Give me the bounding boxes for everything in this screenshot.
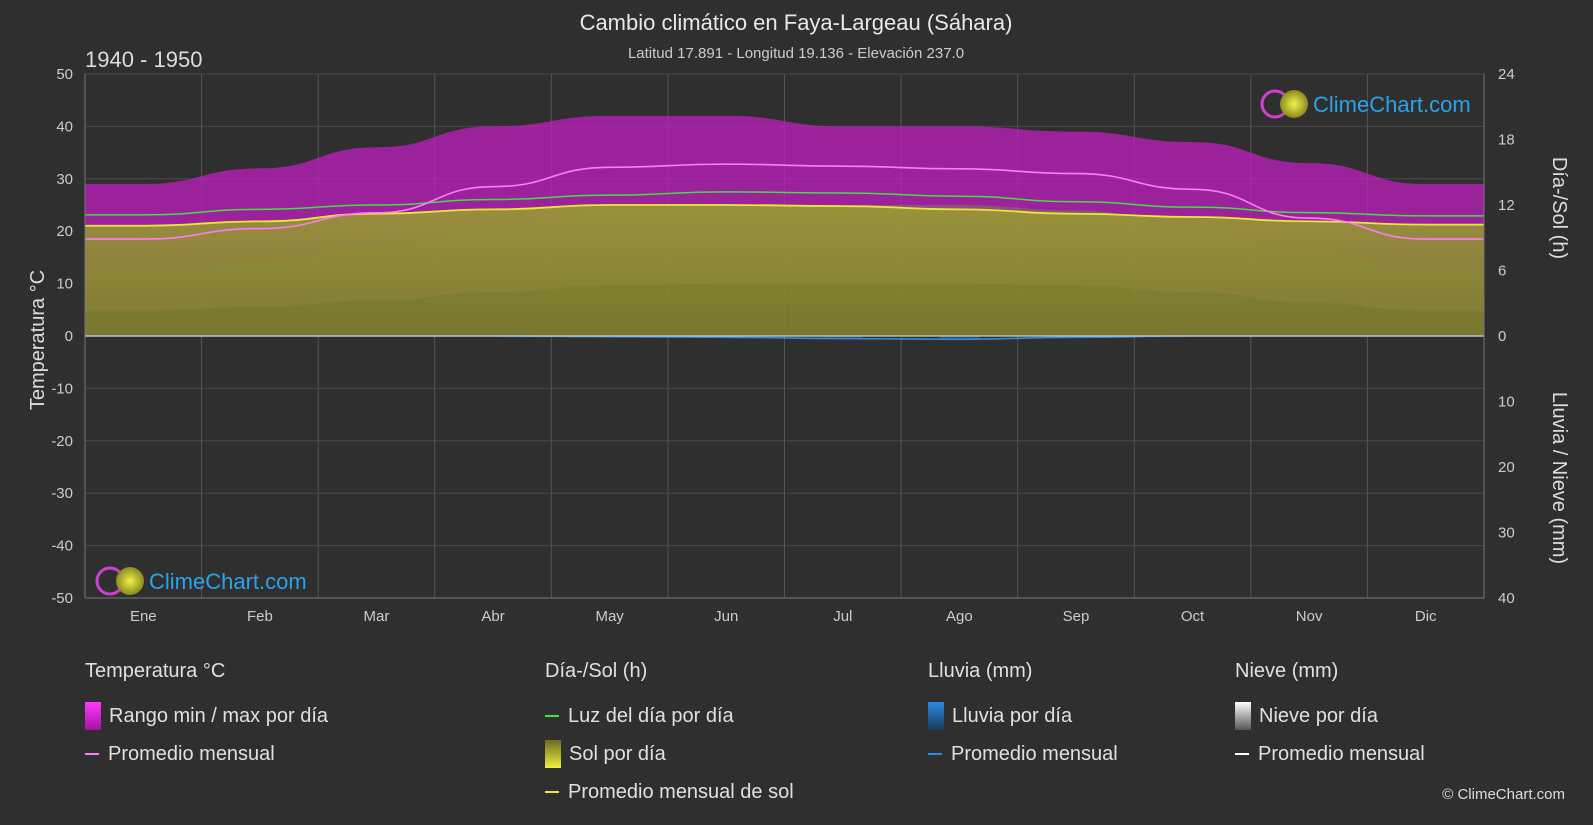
- copyright: © ClimeChart.com: [1442, 786, 1565, 803]
- temp-avg-line: [85, 163, 1484, 240]
- y-right-top-tick-label: 24: [1498, 66, 1515, 83]
- rain-bar: [939, 336, 980, 340]
- legend-rain-daily-label: Lluvia por día: [952, 704, 1073, 727]
- legend-snow-daily-label: Nieve por día: [1259, 704, 1378, 727]
- x-tick-label: Ago: [946, 608, 973, 625]
- legend-item-sun-avg: Promedio mensual de sol: [545, 773, 794, 811]
- legend-item-rain-avg: Promedio mensual: [928, 735, 1118, 773]
- y-left-tick-label: 10: [56, 276, 73, 293]
- rain-swatch: [928, 702, 944, 730]
- x-tick-label: Dic: [1415, 608, 1437, 625]
- legend-temperature-heading: Temperatura °C: [85, 660, 226, 682]
- x-tick-label: Jul: [833, 608, 852, 625]
- snow-swatch: [1235, 702, 1251, 730]
- legend-item-temp-avg: Promedio mensual: [85, 735, 328, 773]
- legend-sun-avg-label: Promedio mensual de sol: [568, 780, 794, 803]
- logo-text-bottom: ClimeChart.com: [149, 569, 307, 594]
- y-left-tick-label: -20: [51, 433, 73, 450]
- y-left-tick-label: 50: [56, 66, 73, 83]
- legend-sunshine-label: Sol por día: [569, 742, 666, 765]
- snow-avg-swatch: [1235, 753, 1249, 755]
- y-right-top-tick-label: 0: [1498, 328, 1506, 345]
- legend-rain-avg-label: Promedio mensual: [951, 742, 1118, 765]
- legend-item-rain-daily: Lluvia por día: [928, 697, 1118, 735]
- y-left-tick-label: 20: [56, 223, 73, 240]
- axes: 50 40 30 20 10 0 -10 -20 -30 -40 -50 24 18 12 6 0 10 20 30…: [51, 66, 1514, 625]
- x-tick-label: Ene: [130, 608, 157, 625]
- legend-rain: Lluvia (mm) Lluvia por día Promedio mens…: [928, 660, 1118, 773]
- logo-globe-icon: [1280, 90, 1308, 118]
- legend-item-snow-avg: Promedio mensual: [1235, 735, 1425, 773]
- logo-bottom: ClimeChart.com: [95, 566, 307, 596]
- x-tick-label: Feb: [247, 608, 273, 625]
- period-label: 1940 - 1950: [85, 47, 202, 72]
- y-left-tick-label: 30: [56, 171, 73, 188]
- legend-temp-range-label: Rango min / max por día: [109, 704, 328, 727]
- y-left-tick-label: -40: [51, 538, 73, 555]
- y-left-axis-label: Temperatura °C: [27, 270, 49, 410]
- y-right-bottom-tick-label: 30: [1498, 525, 1515, 542]
- y-left-tick-label: -10: [51, 380, 73, 397]
- legend-snow-avg-label: Promedio mensual: [1258, 742, 1425, 765]
- legend-temp-avg-label: Promedio mensual: [108, 742, 275, 765]
- y-left-tick-label: -30: [51, 485, 73, 502]
- y-right-bottom-tick-label: 40: [1498, 590, 1515, 607]
- sun-avg-swatch: [545, 791, 559, 793]
- legend-sun-heading: Día-/Sol (h): [545, 660, 648, 682]
- y-left-tick-label: 40: [56, 118, 73, 135]
- logo-globe-icon: [116, 567, 144, 595]
- logo-top: ClimeChart.com: [1260, 89, 1471, 119]
- x-tick-label: Sep: [1063, 608, 1090, 625]
- y-left-tick-label: 0: [65, 328, 73, 345]
- chart-marks: [85, 115, 1484, 341]
- logo-text-top: ClimeChart.com: [1313, 92, 1471, 117]
- legend-item-temp-range: Rango min / max por día: [85, 697, 328, 735]
- x-tick-label: Jun: [714, 608, 738, 625]
- temp-avg-swatch: [85, 753, 99, 755]
- legend-snow: Nieve (mm) Nieve por día Promedio mensua…: [1235, 660, 1425, 773]
- x-tick-label: Mar: [364, 608, 390, 625]
- x-tick-label: May: [595, 608, 624, 625]
- y-right-bottom-tick-label: 20: [1498, 459, 1515, 476]
- y-right-bottom-axis-label: Lluvia / Nieve (mm): [1548, 392, 1570, 564]
- y-right-top-tick-label: 12: [1498, 197, 1515, 214]
- x-tick-label: Oct: [1181, 608, 1205, 625]
- rain-avg-swatch: [928, 753, 942, 755]
- x-tick-label: Nov: [1296, 608, 1323, 625]
- chart-subtitle: Latitud 17.891 - Longitud 19.136 - Eleva…: [628, 45, 964, 62]
- legend-item-snow-daily: Nieve por día: [1235, 697, 1425, 735]
- y-right-top-tick-label: 18: [1498, 132, 1515, 149]
- sunshine-area: [85, 205, 1484, 336]
- legend-item-daylight: Luz del día por día: [545, 697, 794, 735]
- y-right-bottom-tick-label: 10: [1498, 394, 1515, 411]
- daylight-swatch: [545, 715, 559, 717]
- sunshine-swatch: [545, 740, 561, 768]
- y-right-top-tick-label: 6: [1498, 263, 1506, 280]
- temp-range-swatch: [85, 702, 101, 730]
- x-tick-label: Abr: [481, 608, 504, 625]
- legend-sun: Día-/Sol (h) Luz del día por día Sol por…: [545, 660, 794, 811]
- y-left-tick-label: -50: [51, 590, 73, 607]
- chart-title: Cambio climático en Faya-Largeau (Sáhara…: [580, 10, 1013, 35]
- legend-item-sunshine: Sol por día: [545, 735, 794, 773]
- legend-temperature: Temperatura °C Rango min / max por día P…: [85, 660, 328, 773]
- sunshine-avg-line: [85, 204, 1484, 227]
- legend-snow-heading: Nieve (mm): [1235, 660, 1339, 682]
- rain-bar: [822, 336, 863, 339]
- legend-daylight-label: Luz del día por día: [568, 704, 734, 727]
- legend-rain-heading: Lluvia (mm): [928, 660, 1033, 682]
- y-right-top-axis-label: Día-/Sol (h): [1548, 157, 1570, 259]
